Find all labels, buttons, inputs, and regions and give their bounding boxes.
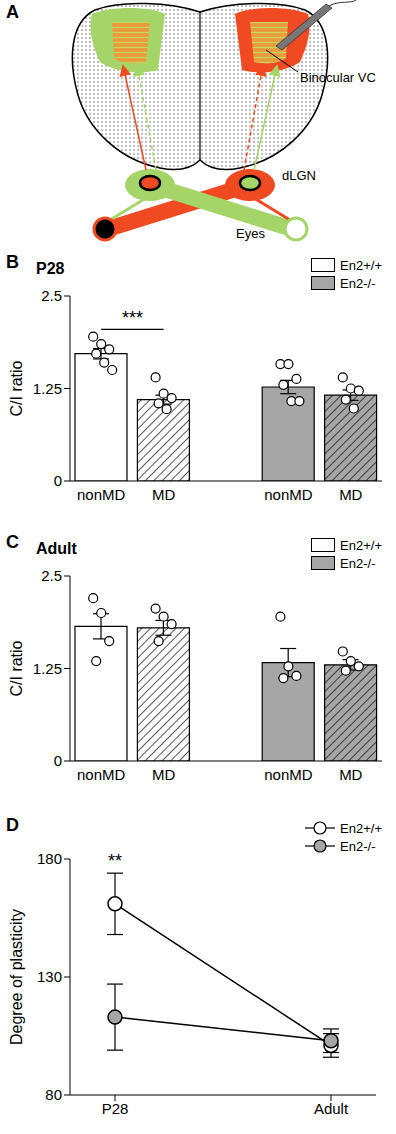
html-text:D: D — [6, 815, 19, 835]
svg-text:C/I ratio: C/I ratio — [8, 360, 25, 416]
html-text:En2+/+: En2+/+ — [340, 257, 382, 273]
svg-text:***: *** — [122, 308, 143, 328]
svg-text:2.5: 2.5 — [41, 567, 62, 584]
svg-text:dLGN: dLGN — [282, 168, 316, 183]
svg-text:130: 130 — [37, 968, 62, 985]
svg-text:Adult: Adult — [314, 1100, 349, 1117]
svg-text:180: 180 — [37, 850, 62, 867]
svg-text:**: ** — [108, 851, 122, 871]
svg-text:MD: MD — [152, 766, 175, 783]
svg-text:Degree of plasticity: Degree of plasticity — [8, 909, 25, 1045]
svg-text:Binocular VC: Binocular VC — [300, 70, 376, 85]
svg-text:nonMD: nonMD — [77, 486, 126, 503]
html-text:B: B — [6, 252, 19, 272]
svg-text:0: 0 — [54, 472, 62, 489]
svg-text:Eyes: Eyes — [236, 226, 265, 241]
svg-text:C/I ratio: C/I ratio — [8, 640, 25, 696]
svg-text:nonMD: nonMD — [77, 766, 126, 783]
svg-text:1.25: 1.25 — [33, 380, 62, 397]
svg-text:0: 0 — [54, 752, 62, 769]
svg-text:MD: MD — [339, 766, 362, 783]
svg-text:1.25: 1.25 — [33, 660, 62, 677]
html-text:En2-/-: En2-/- — [340, 838, 376, 854]
svg-text:A: A — [6, 2, 19, 22]
html-text:En2-/-: En2-/- — [340, 275, 376, 291]
svg-text:P28: P28 — [102, 1100, 129, 1117]
svg-text:80: 80 — [45, 1086, 62, 1103]
html-text:C: C — [6, 532, 19, 552]
svg-text:nonMD: nonMD — [264, 766, 313, 783]
html-text:En2-/-: En2-/- — [340, 555, 376, 571]
svg-text:MD: MD — [339, 486, 362, 503]
html-text:P28: P28 — [36, 260, 65, 277]
svg-text:2.5: 2.5 — [41, 287, 62, 304]
svg-text:MD: MD — [152, 486, 175, 503]
html-text:En2+/+: En2+/+ — [340, 820, 382, 836]
html-text:Adult: Adult — [36, 540, 77, 557]
svg-text:nonMD: nonMD — [264, 486, 313, 503]
html-text:En2+/+: En2+/+ — [340, 537, 382, 553]
